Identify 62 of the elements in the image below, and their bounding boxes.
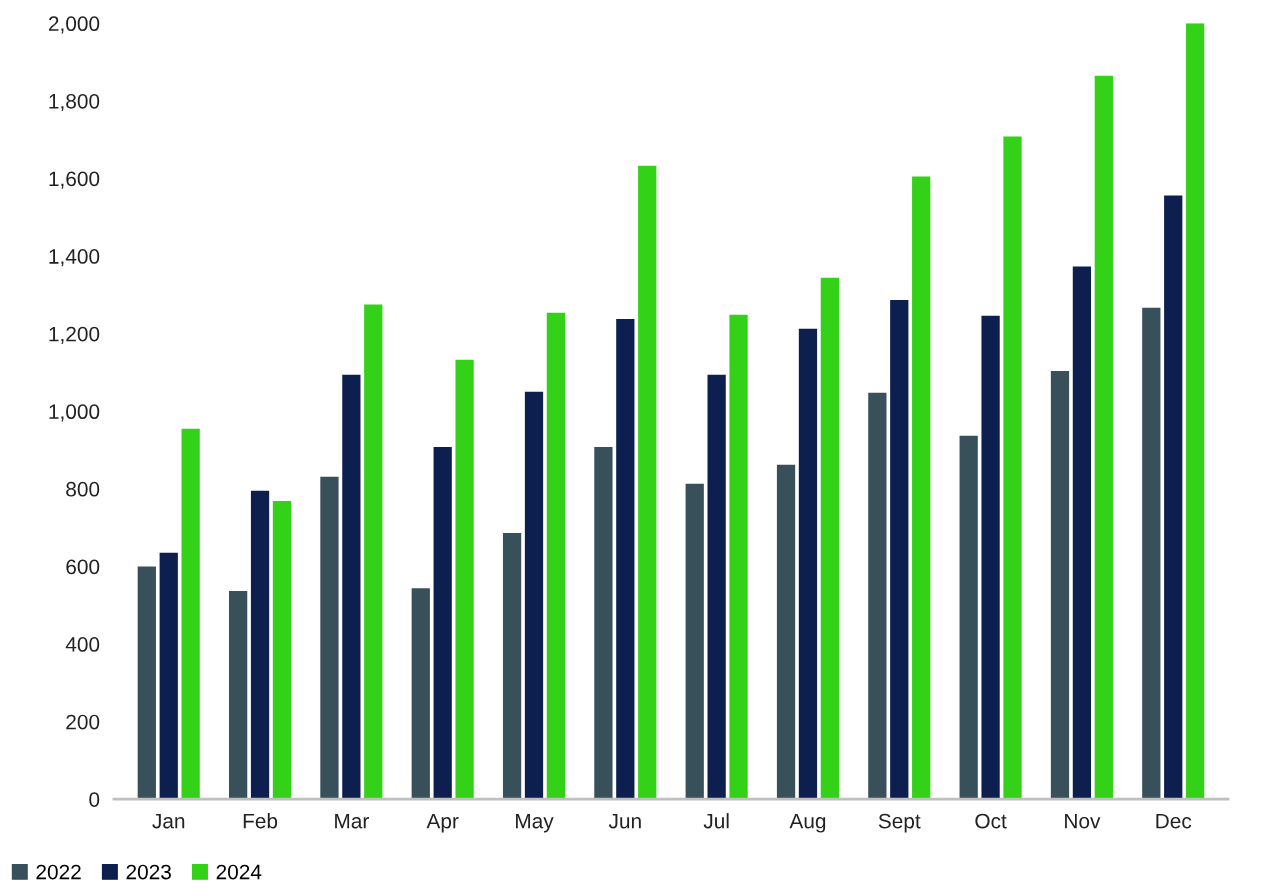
y-tick-label: 1,200: [49, 326, 100, 344]
y-tick-label: 600: [66, 559, 100, 575]
x-tick-label: Sept: [878, 813, 921, 833]
x-tick-label: Nov: [1065, 813, 1101, 829]
x-tick-label: Mar: [335, 813, 369, 829]
bar: [707, 374, 726, 800]
x-tick-label: Jul: [703, 813, 729, 829]
y-tick-label: 800: [66, 481, 100, 497]
bar: [181, 428, 200, 800]
y-tick-label: 2,000: [48, 16, 100, 34]
bar: [250, 490, 270, 800]
y-tick-label: 0: [89, 792, 100, 807]
x-tick-label: Oct: [975, 813, 1007, 829]
bar: [890, 299, 909, 800]
bar: [342, 374, 361, 800]
bar: [546, 312, 566, 800]
x-tick-label: Apr: [426, 813, 459, 833]
bar: [959, 435, 978, 800]
y-tick-label: 200: [66, 714, 100, 730]
bar: [272, 500, 292, 800]
x-tick-label: Feb: [243, 813, 278, 829]
bar: [1050, 370, 1070, 800]
bar: [1186, 23, 1205, 800]
bar: [502, 533, 522, 800]
bar: [616, 318, 635, 800]
bar: [594, 446, 613, 800]
bar: [820, 277, 840, 800]
x-tick-label: Aug: [789, 813, 826, 833]
bar: [1142, 307, 1161, 800]
bar: [868, 392, 887, 800]
bar: [137, 566, 156, 800]
bar: [524, 391, 544, 800]
y-tick-label: 1,600: [49, 171, 100, 189]
bar: [433, 446, 452, 800]
bar: [638, 165, 657, 800]
y-tick-label: 1,800: [49, 93, 100, 112]
bar: [912, 176, 931, 800]
bar: [1164, 195, 1183, 800]
x-tick-label: Dec: [1156, 813, 1192, 829]
bar: [981, 315, 1000, 800]
bar: [729, 314, 748, 800]
legend-label: 2022: [36, 864, 81, 880]
bar: [776, 464, 796, 800]
bar: [320, 476, 339, 800]
bar: [798, 328, 818, 800]
bar: [364, 304, 383, 800]
bar: [1094, 75, 1113, 800]
legend-label: 2023: [126, 864, 171, 880]
bar: [159, 552, 178, 800]
bar: [1003, 136, 1022, 800]
y-tick-label: 1,400: [49, 249, 100, 267]
bar: [229, 590, 248, 800]
y-tick-label: 400: [65, 637, 100, 652]
x-tick-label: May: [516, 813, 554, 833]
bar: [1072, 266, 1092, 800]
x-tick-label: Jun: [608, 813, 641, 829]
x-tick-label: Jan: [152, 813, 185, 829]
y-tick-label: 1,000: [49, 404, 100, 422]
legend-label: 2024: [216, 864, 262, 880]
bar: [455, 359, 474, 800]
bar: [411, 588, 430, 800]
bar: [685, 483, 704, 800]
